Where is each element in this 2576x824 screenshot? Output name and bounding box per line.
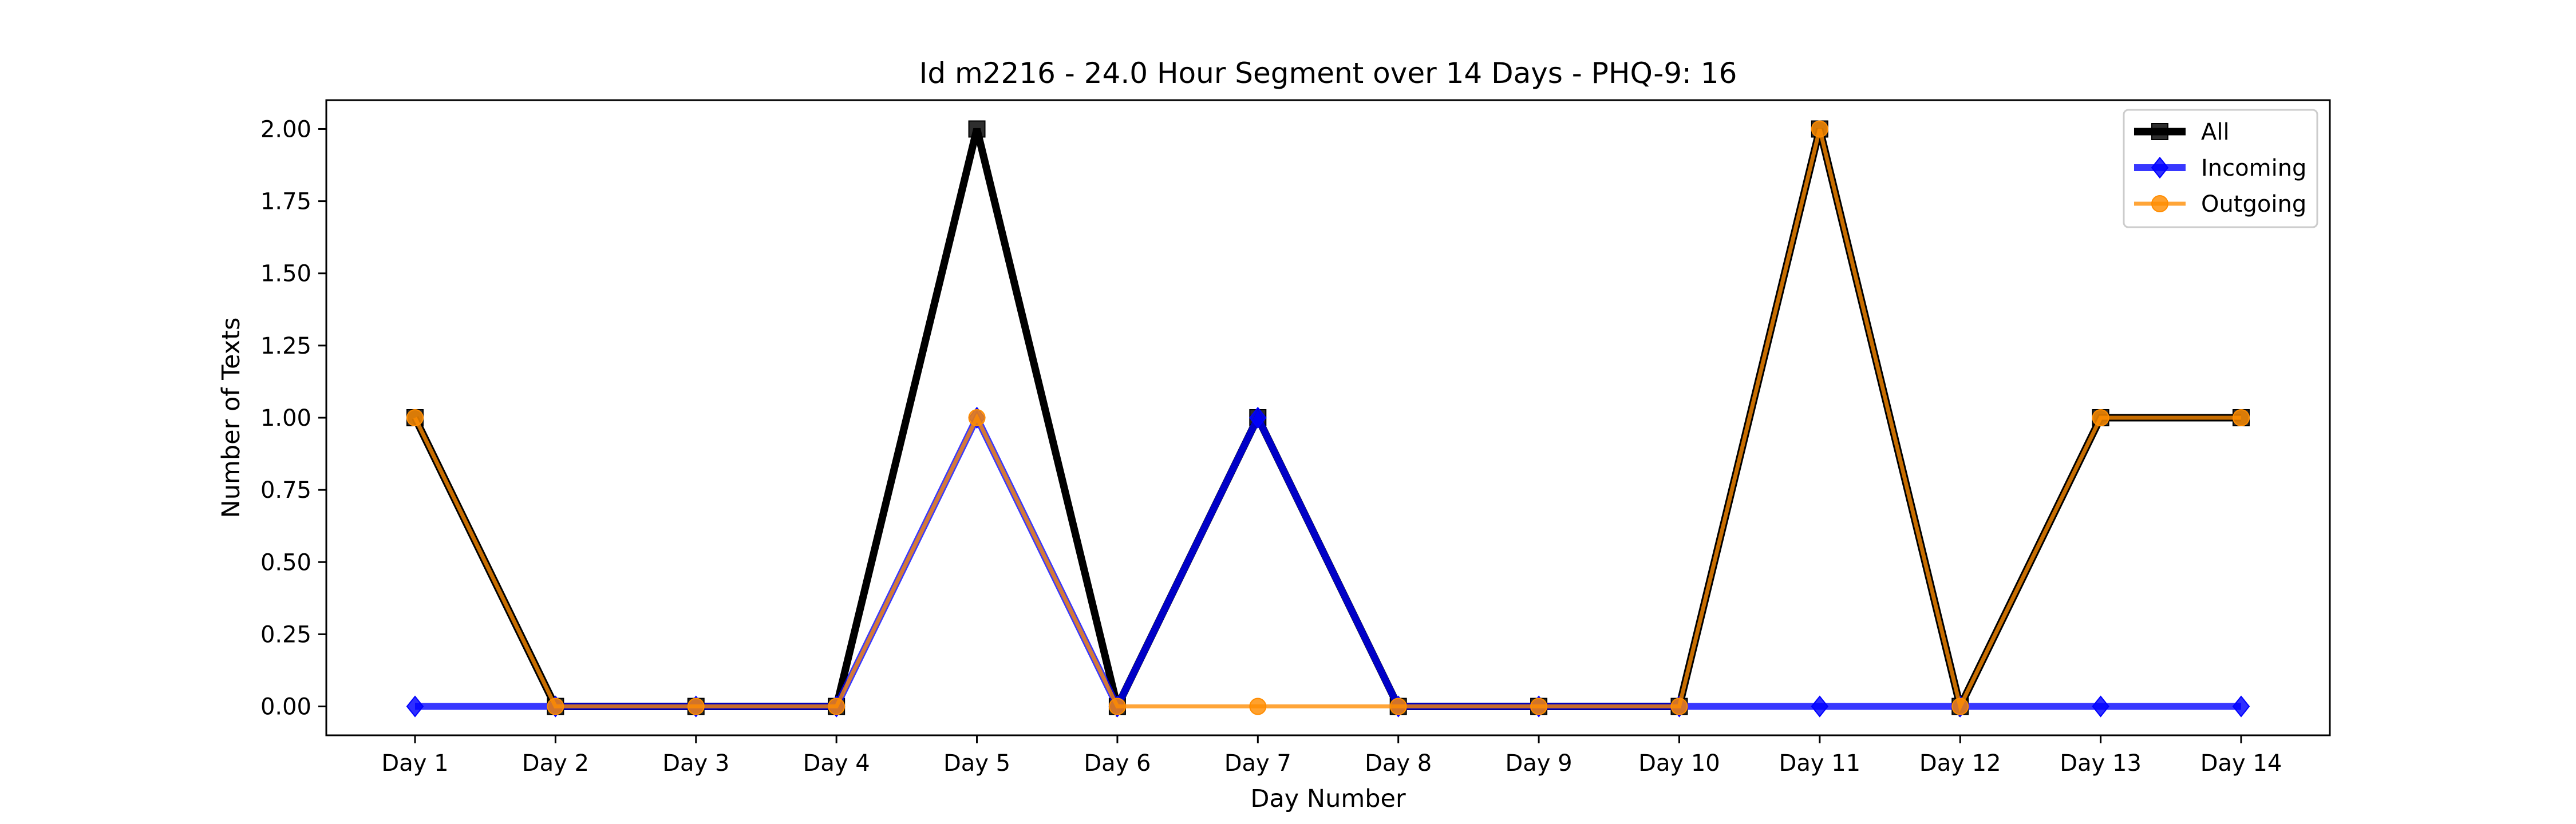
y-tick-label: 1.50 [260,261,311,287]
plot-area [325,99,2331,736]
data-point [2232,695,2250,718]
data-point [1670,698,1688,715]
y-tick-label: 0.00 [260,694,311,720]
y-axis: 0.00 0.25 0.50 0.75 1.00 1.25 1.50 1.75 2.00 [260,116,326,720]
legend-box [2123,109,2318,228]
legend: All Incoming Outgoing [2123,109,2318,228]
y-tick-label: 1.25 [260,333,311,359]
x-tick-label: Day 7 [1224,750,1291,777]
legend-item-all: All [2134,119,2230,145]
x-tick-label: Day 11 [1779,750,1861,777]
x-tick-label: Day 9 [1505,750,1572,777]
x-tick-label: Day 2 [522,750,589,777]
y-tick-label: 0.50 [260,549,311,576]
y-axis-label: Number of Texts [217,318,246,518]
chart-title: Id m2216 - 24.0 Hour Segment over 14 Day… [919,57,1737,90]
data-point [968,409,986,426]
data-point [406,409,424,426]
data-point [687,698,705,715]
legend-label: All [2201,119,2230,145]
data-point [828,698,846,715]
legend-item-incoming: Incoming [2134,155,2306,181]
x-tick-label: Day 1 [381,750,448,777]
data-point [1108,698,1126,715]
y-tick-label: 0.25 [260,621,311,648]
series-layer [406,120,2250,718]
series-line-outgoing [413,128,2241,712]
legend-label: Incoming [2201,155,2306,181]
legend-marker [2151,123,2168,140]
x-axis-label: Day Number [1250,785,1406,813]
x-tick-label: Day 14 [2200,750,2282,777]
data-point [1389,698,1407,715]
data-point [406,695,424,718]
data-point [1530,698,1548,715]
data-point [1951,698,1969,715]
x-tick-label: Day 13 [2060,750,2142,777]
data-point [2233,409,2250,426]
data-point [1249,406,1267,429]
data-point [1811,120,1828,138]
y-tick-label: 1.00 [260,405,311,431]
data-point [968,120,986,138]
legend-item-outgoing: Outgoing [2134,191,2306,217]
x-tick-label: Day 10 [1638,750,1720,777]
x-tick-label: Day 4 [803,750,870,777]
x-tick-label: Day 6 [1084,750,1151,777]
y-tick-label: 2.00 [260,116,311,142]
x-tick-label: Day 8 [1365,750,1432,777]
x-axis: Day 1 Day 2 Day 3 Day 4 Day 5 Day 6 Day 7 Day 8… [381,735,2282,777]
y-tick-label: 0.75 [260,477,311,504]
legend-marker [2151,195,2168,212]
legend-label: Outgoing [2201,191,2306,217]
x-tick-label: Day 12 [1919,750,2001,777]
data-point [1811,695,1829,718]
data-point [1249,698,1267,715]
y-tick-label: 1.75 [260,189,311,215]
series-outgoing [406,120,2250,715]
data-point [547,698,564,715]
data-point [2092,695,2109,718]
legend-marker [2151,156,2169,179]
data-point [2092,409,2109,426]
x-tick-label: Day 3 [662,750,729,777]
x-tick-label: Day 5 [943,750,1010,777]
